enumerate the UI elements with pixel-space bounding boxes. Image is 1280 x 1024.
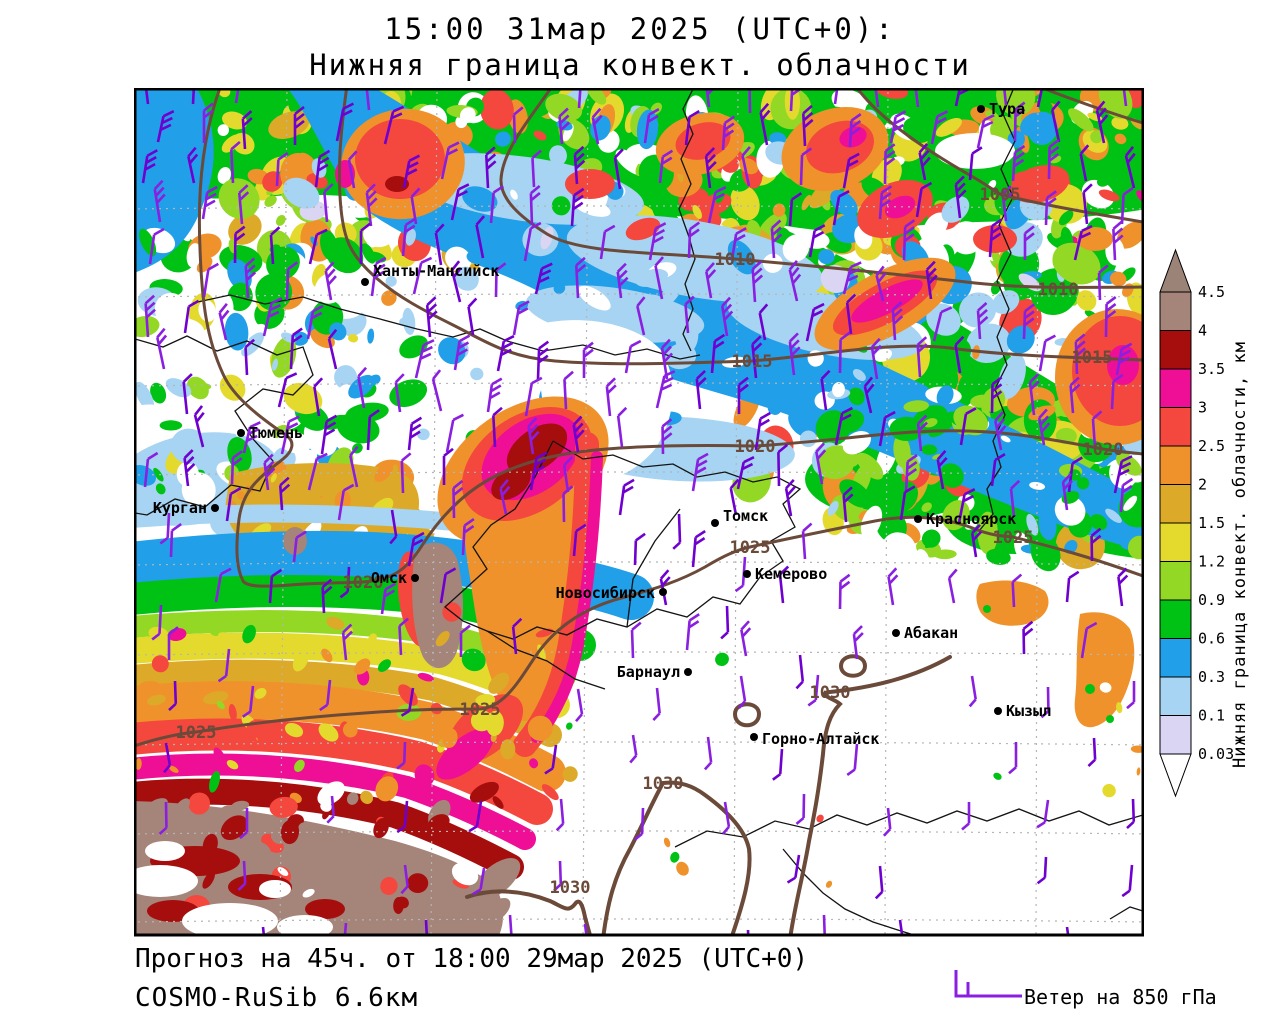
city-marker: Тюмень <box>237 424 303 442</box>
city-markers: Тура Ханты-Мансийск Тюмень Курган Омск Томск Н… <box>153 100 1051 748</box>
page-title-datetime: 15:00 31мар 2025 (UTC+0): <box>384 12 896 46</box>
city-label: Омск <box>371 569 407 587</box>
wind-barb-legend-icon <box>954 970 1022 998</box>
isobar-label: 1025 <box>993 528 1034 548</box>
isobar-label: 1020 <box>343 573 384 593</box>
isobar-label: 1030 <box>550 878 591 898</box>
city-label: Барнаул <box>617 663 680 681</box>
colorbar-tick-label: 0.1 <box>1198 707 1225 725</box>
isobar-label: 1025 <box>176 723 217 743</box>
isobar-label: 1015 <box>1072 348 1113 368</box>
isobar-label: 1015 <box>732 352 773 372</box>
city-marker: Ханты-Мансийск <box>361 262 499 286</box>
isobar-label: 1030 <box>643 774 684 794</box>
city-label: Ханты-Мансийск <box>373 262 499 280</box>
city-label: Новосибирск <box>556 584 655 602</box>
city-marker: Новосибирск <box>556 584 667 602</box>
map-content: 1005 1010 1010 1015 1015 1020 1020 1020 1025 1025… <box>135 89 1143 935</box>
colorbar-tick-label: 3.5 <box>1198 360 1225 378</box>
city-marker: Абакан <box>892 624 958 642</box>
page-title-parameter: Нижняя граница конвект. облачности <box>309 48 971 82</box>
city-label: Курган <box>153 499 207 517</box>
wind-legend-label: Ветер на 850 гПа <box>1024 985 1217 1009</box>
city-marker: Курган <box>153 499 219 517</box>
colorbar-tick-label: 1.5 <box>1198 514 1225 532</box>
isobar-label: 1030 <box>810 683 851 703</box>
city-label: Томск <box>723 507 768 525</box>
isobar-label: 1025 <box>730 538 771 558</box>
isobars <box>135 89 1143 935</box>
city-marker: Кемерово <box>743 565 827 583</box>
city-label: Кемерово <box>755 565 827 583</box>
map-frame <box>134 88 1144 937</box>
city-marker: Томск <box>711 507 768 527</box>
city-label: Кызыл <box>1006 702 1051 720</box>
cloud-base-field <box>135 89 1143 935</box>
city-marker: Тура <box>977 100 1025 118</box>
colorbar-tick-label: 2.5 <box>1198 437 1225 455</box>
isobar-label: 1020 <box>1083 440 1124 460</box>
city-label: Абакан <box>904 624 958 642</box>
city-marker: Кызыл <box>994 702 1051 720</box>
colorbar-tick-label: 4.5 <box>1198 283 1225 301</box>
isobar-label: 1025 <box>460 700 501 720</box>
isobar-label: 1005 <box>980 185 1021 205</box>
city-marker: Горно-Алтайск <box>750 730 879 748</box>
city-label: Горно-Алтайск <box>762 730 879 748</box>
isobar-labels: 1005 1010 1010 1015 1015 1020 1020 1020 1025 1025… <box>176 185 1124 898</box>
colorbar-tick-label: 0.9 <box>1198 591 1225 609</box>
city-label: Тюмень <box>249 424 303 442</box>
colorbar-tick-label: 3 <box>1198 399 1207 417</box>
city-label: Красноярск <box>926 510 1016 528</box>
wind-barbs <box>141 89 1136 935</box>
model-name-text: COSMO-RuSib 6.6км <box>135 983 419 1013</box>
colorbar-tick-label: 0.03 <box>1198 745 1234 763</box>
colorbar-tick-label: 0.3 <box>1198 668 1225 686</box>
colorbar-title: Нижняя граница конвект. облачности, км <box>1230 341 1250 768</box>
forecast-map: 1005 1010 1010 1015 1015 1020 1020 1020 1025 1025… <box>134 88 1144 937</box>
colorbar-tick-label: 2 <box>1198 476 1207 494</box>
colorbar-tick-label: 4 <box>1198 322 1207 340</box>
forecast-lead-text: Прогноз на 45ч. от 18:00 29мар 2025 (UTC… <box>135 944 809 974</box>
colorbar-legend: 0.03 0.1 0.3 0.6 0.9 1.2 1.5 2 2.5 3 3.5 4 4.5 <box>1159 248 1234 798</box>
city-marker: Барнаул <box>617 663 692 681</box>
isobar-label: 1010 <box>1038 280 1079 300</box>
city-marker: Омск <box>371 569 419 587</box>
city-marker: Красноярск <box>914 510 1016 528</box>
isobar-label: 1020 <box>735 437 776 457</box>
isobar-label: 1010 <box>715 250 756 270</box>
colorbar-tick-label: 1.2 <box>1198 553 1225 571</box>
city-label: Тура <box>989 100 1025 118</box>
map-canvas: 1005 1010 1010 1015 1015 1020 1020 1020 1025 1025… <box>134 88 1144 937</box>
colorbar-tick-label: 0.6 <box>1198 630 1225 648</box>
